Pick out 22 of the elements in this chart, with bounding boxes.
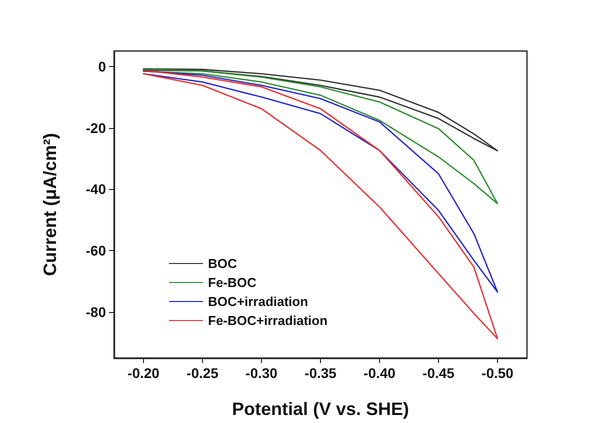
line-series xyxy=(142,70,498,293)
x-axis-title: Potential (V vs. SHE) xyxy=(232,399,410,419)
y-tick-label: -60 xyxy=(86,242,106,259)
x-tick-label: -0.25 xyxy=(186,365,219,381)
legend-label: Fe-BOC xyxy=(208,275,257,290)
x-tick-label: -0.35 xyxy=(304,365,337,381)
y-tick-label: -40 xyxy=(86,181,106,198)
line-series xyxy=(142,68,498,152)
legend-label: Fe-BOC+irradiation xyxy=(208,313,328,328)
y-tick-label: -80 xyxy=(86,304,106,320)
y-axis-title: Current (μA/cm²) xyxy=(40,132,60,276)
legend-label: BOC+irradiation xyxy=(208,294,308,309)
y-tick-label: 0 xyxy=(98,58,106,74)
line-series xyxy=(142,68,498,204)
x-tick-label: -0.30 xyxy=(246,365,278,381)
y-tick-label: -20 xyxy=(86,120,106,136)
x-tick-label: -0.40 xyxy=(364,365,396,381)
x-tick-label: -0.45 xyxy=(422,365,455,381)
line-series xyxy=(142,70,498,340)
x-tick-label: -0.50 xyxy=(482,365,514,381)
legend-label: BOC xyxy=(208,256,238,271)
x-tick-label: -0.20 xyxy=(128,365,160,381)
